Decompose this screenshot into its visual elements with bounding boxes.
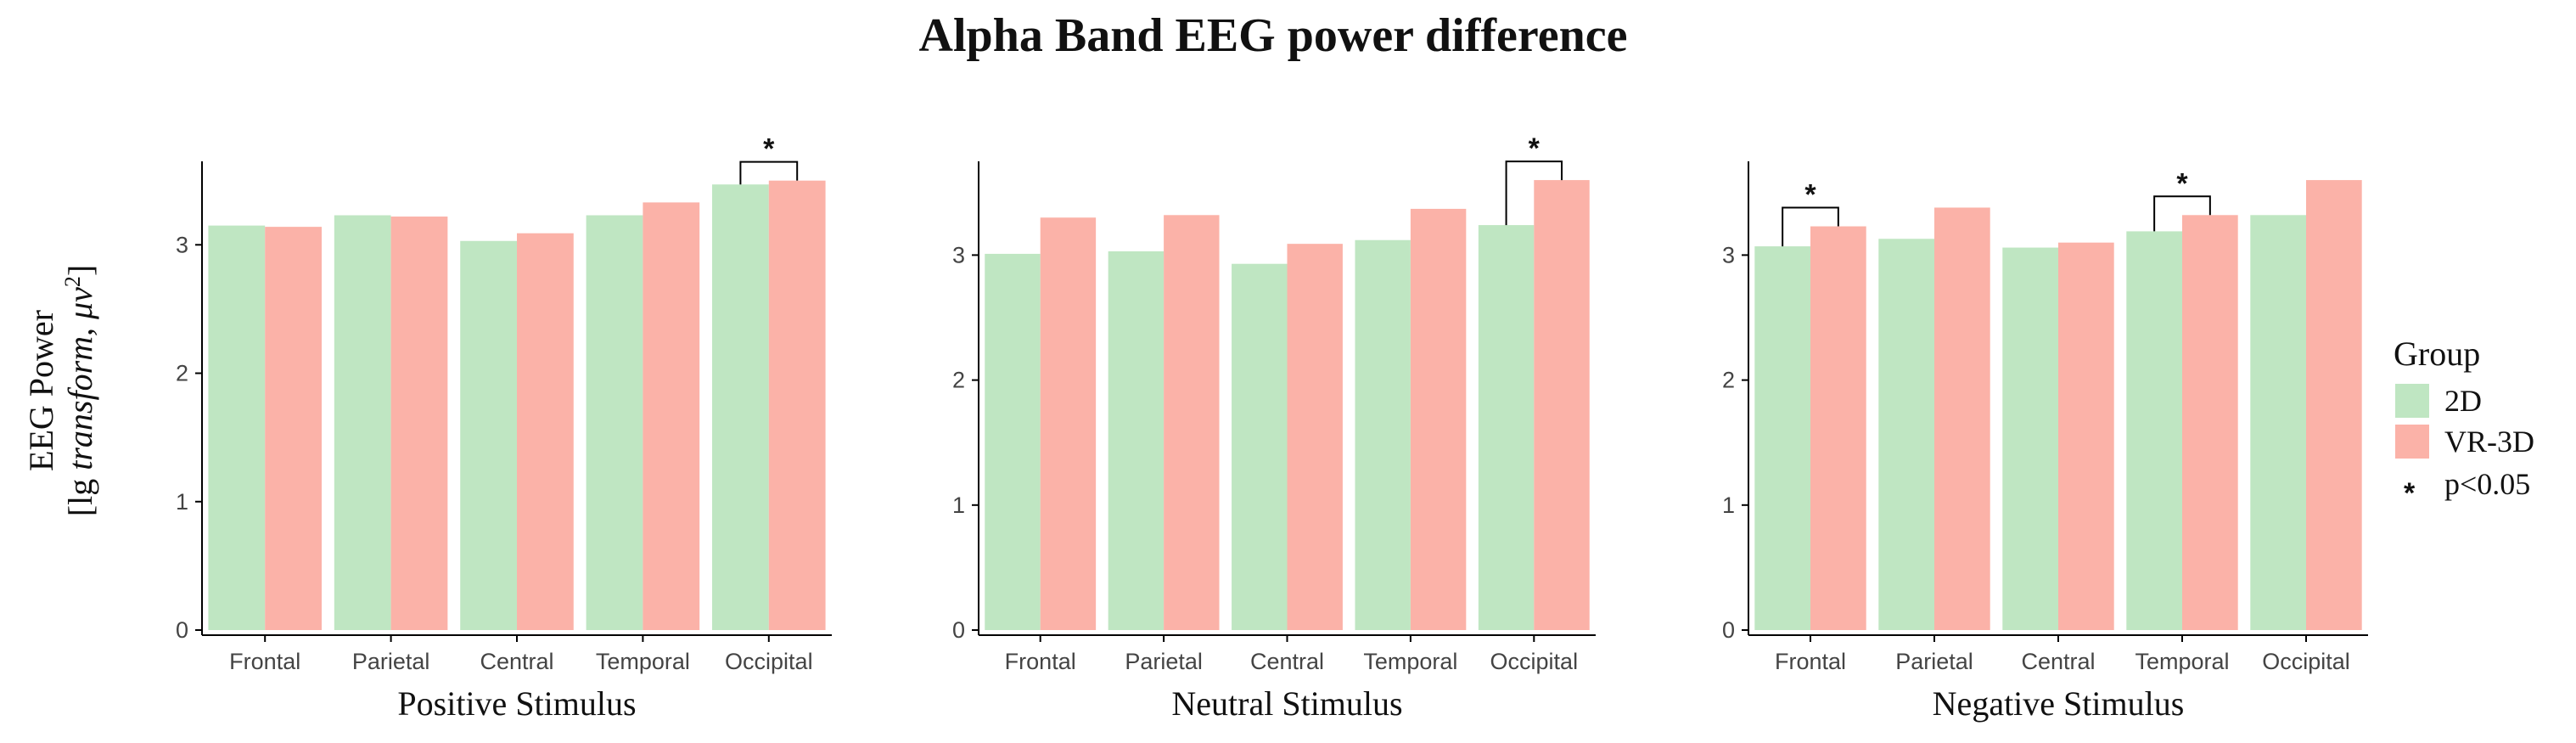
y-tick-label: 0	[176, 617, 188, 643]
panel-x-label: Neutral Stimulus	[1171, 684, 1402, 723]
significance-bracket	[2153, 195, 2211, 232]
y-axis-label-italic: transform, μv	[61, 287, 99, 470]
significance-star: *	[2176, 167, 2188, 200]
y-axis-label: EEG Power [lg transform, μv2]	[22, 265, 99, 516]
bar-vr-3d-frontal	[1810, 226, 1866, 630]
bar-vr-3d-occipital	[2306, 180, 2362, 630]
significance-star: *	[1529, 132, 1541, 165]
bar-vr-3d-frontal	[1040, 217, 1097, 630]
bar-vr-3d-temporal	[1410, 208, 1467, 630]
bar-2d-temporal	[586, 215, 643, 630]
x-tick-label: Occipital	[725, 649, 813, 674]
bar-2d-central	[2002, 247, 2058, 630]
bar-vr-3d-central	[2058, 242, 2114, 630]
legend-swatch-2d	[2395, 384, 2429, 418]
panel-x-label: Positive Stimulus	[397, 684, 636, 723]
x-tick-label: Parietal	[1895, 649, 1973, 674]
bar-vr-3d-occipital	[1534, 180, 1590, 630]
y-tick-label: 1	[1722, 493, 1735, 518]
y-tick-label: 0	[952, 617, 965, 643]
x-tick-label: Frontal	[229, 649, 300, 674]
bar-2d-parietal	[334, 215, 391, 630]
significance-bracket	[739, 160, 799, 185]
y-tick-label: 2	[952, 368, 965, 393]
y-tick-label: 3	[952, 242, 965, 267]
panel-3: 0 1 2 3 Frontal * Parietal Central Temporal * Occi…	[1722, 161, 2368, 723]
legend-label-vr-3d: VR-3D	[2444, 425, 2534, 459]
legend-label-2d: 2D	[2444, 384, 2482, 418]
bar-2d-parietal	[1878, 239, 1934, 630]
significance-bracket	[1505, 160, 1563, 226]
bar-2d-parietal	[1108, 250, 1165, 630]
chart-title: Alpha Band EEG power difference	[919, 9, 1628, 62]
bar-vr-3d-occipital	[768, 180, 826, 630]
y-tick-label: 3	[1722, 242, 1735, 267]
y-tick-label: 1	[952, 493, 965, 518]
x-tick-label: Temporal	[2135, 649, 2229, 674]
bar-2d-frontal	[985, 253, 1041, 630]
panel-x-label: Negative Stimulus	[1933, 684, 2185, 723]
x-tick-label: Occipital	[1490, 649, 1579, 674]
y-tick-label: 0	[1722, 617, 1735, 643]
x-tick-label: Parietal	[1125, 649, 1203, 674]
bar-2d-frontal	[1754, 246, 1810, 630]
bar-2d-occipital	[2250, 215, 2306, 630]
x-tick-label: Frontal	[1775, 649, 1846, 674]
significance-bracket	[1782, 206, 1839, 247]
panel-1: 0 1 2 3 Frontal Parietal Central Temporal Occipi…	[176, 133, 832, 723]
x-tick-label: Parietal	[352, 649, 430, 674]
bar-2d-occipital	[712, 184, 769, 630]
bar-vr-3d-parietal	[1934, 207, 1990, 631]
bar-2d-temporal	[1355, 239, 1411, 630]
x-tick-label: Temporal	[1363, 649, 1457, 674]
y-tick-label: 1	[176, 489, 188, 515]
bar-2d-frontal	[208, 225, 266, 630]
legend-title: Group	[2394, 335, 2480, 373]
x-tick-label: Central	[480, 649, 553, 674]
bar-2d-occipital	[1478, 225, 1535, 630]
bar-vr-3d-temporal	[2182, 215, 2238, 630]
bar-vr-3d-parietal	[1164, 215, 1220, 630]
chart-panels: 0 1 2 3 Frontal Parietal Central Temporal Occipi…	[176, 132, 2368, 723]
bar-vr-3d-frontal	[265, 227, 322, 630]
legend-significance-symbol: *	[2404, 477, 2416, 509]
legend: Group 2D VR-3D * p<0.05	[2394, 335, 2534, 509]
y-axis-label-line2: [lg transform, μv2]	[60, 265, 99, 516]
y-axis-label-suffix: ]	[61, 265, 99, 276]
bar-vr-3d-temporal	[643, 202, 700, 630]
x-tick-label: Temporal	[596, 649, 690, 674]
panel-2: 0 1 2 3 Frontal Parietal Central Temporal Occipi…	[952, 132, 1596, 723]
significance-star: *	[763, 133, 775, 166]
y-tick-label: 2	[176, 361, 188, 386]
x-tick-label: Central	[2021, 649, 2095, 674]
y-tick-label: 3	[176, 232, 188, 257]
bar-vr-3d-parietal	[390, 217, 448, 630]
bar-2d-temporal	[2126, 231, 2182, 630]
x-tick-label: Frontal	[1005, 649, 1076, 674]
legend-swatch-vr-3d	[2395, 425, 2429, 459]
significance-star: *	[1804, 179, 1816, 211]
bar-2d-central	[1232, 263, 1288, 630]
y-axis-label-prefix: [lg	[61, 470, 99, 516]
legend-significance-label: p<0.05	[2444, 467, 2530, 501]
y-axis-label-superscript: 2	[60, 276, 85, 287]
bar-2d-central	[460, 240, 517, 630]
y-tick-label: 2	[1722, 368, 1735, 393]
x-tick-label: Central	[1250, 649, 1324, 674]
y-axis-label-line1: EEG Power	[22, 310, 60, 471]
bar-vr-3d-central	[1287, 244, 1343, 630]
x-tick-label: Occipital	[2262, 649, 2350, 674]
bar-vr-3d-central	[517, 233, 574, 630]
